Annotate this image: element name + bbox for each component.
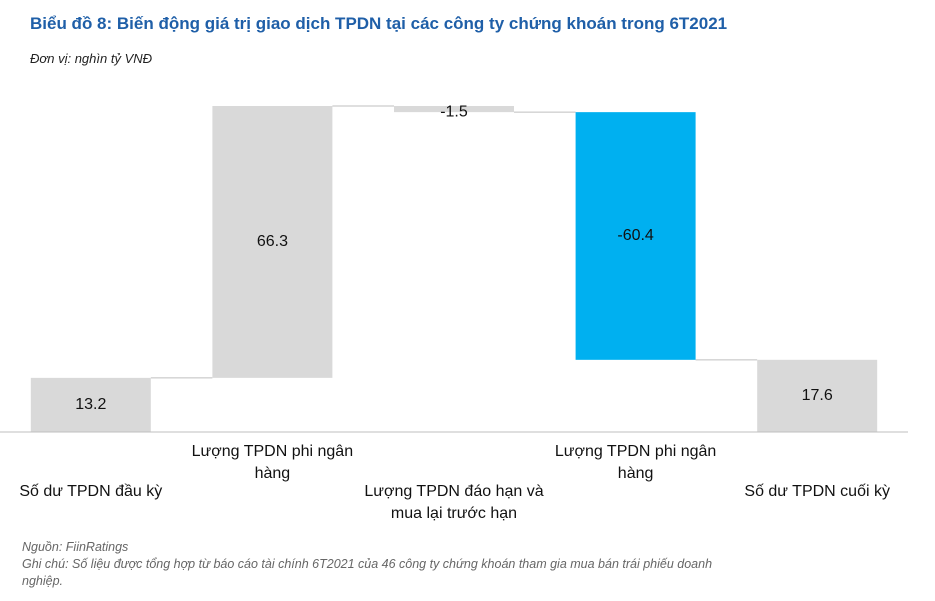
value-label: 66.3 <box>257 233 288 250</box>
x-label-box: Lượng TPDN phi ngân hàng <box>554 443 717 482</box>
note: Ghi chú: Số liệu được tổng hợp từ báo cá… <box>22 557 713 588</box>
source: Nguồn: FiinRatings <box>22 540 129 554</box>
value-label: 17.6 <box>802 387 833 404</box>
x-tick-label: Số dư TPDN đầu kỳ <box>19 483 163 500</box>
value-label: -60.4 <box>617 227 654 244</box>
chart: 13.2 Số dư TPDN đầu kỳ 66.3 Lượng TPDN phi … <box>0 103 908 522</box>
bar <box>394 106 514 113</box>
bar <box>30 377 151 432</box>
x-label-box: Số dư TPDN cuối kỳ <box>744 483 890 500</box>
x-tick-label: Số dư TPDN cuối kỳ <box>744 483 890 500</box>
x-tick-label: Lượng TPDN phi ngân hàng <box>554 443 717 482</box>
x-tick-label: Lượng TPDN đáo hạn và mua lại trước hạn <box>364 483 544 522</box>
bar <box>575 112 696 360</box>
x-label-box: Lượng TPDN đáo hạn và mua lại trước hạn <box>364 483 544 522</box>
notes: Nguồn: FiinRatings Ghi chú: Số liệu được… <box>22 539 722 590</box>
x-label-box: Lượng TPDN phi ngân hàng <box>191 443 354 482</box>
bar <box>757 359 878 432</box>
chart-subtitle: Đơn vị: nghìn tỷ VNĐ <box>30 51 153 66</box>
x-label-box: Số dư TPDN đầu kỳ <box>19 483 163 500</box>
value-label: -1.5 <box>440 103 468 120</box>
value-label: 13.2 <box>75 396 106 413</box>
chart-title: Biểu đồ 8: Biến động giá trị giao dịch T… <box>30 14 728 33</box>
x-tick-label: Lượng TPDN phi ngân hàng <box>191 443 354 482</box>
bar <box>212 106 333 378</box>
